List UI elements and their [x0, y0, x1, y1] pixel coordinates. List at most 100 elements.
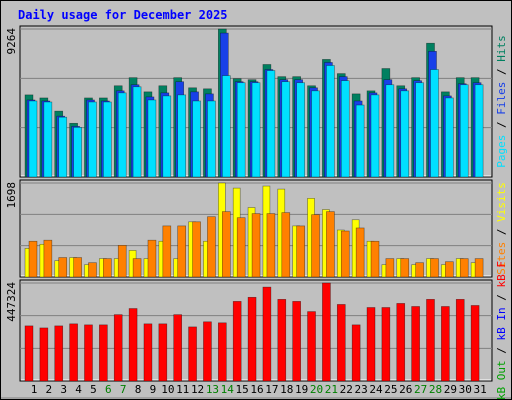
bar [232, 301, 242, 382]
bar [58, 116, 68, 178]
bar [218, 322, 227, 382]
bar [296, 225, 305, 278]
x-tick-label: 28 [429, 383, 442, 396]
bar [147, 99, 157, 178]
x-tick-label: 22 [340, 383, 353, 396]
bar [128, 308, 138, 382]
x-tick-label: 26 [399, 383, 412, 396]
x-tick-label: 18 [280, 383, 293, 396]
x-tick-label: 24 [369, 383, 383, 396]
bar [415, 82, 424, 178]
bar [207, 216, 216, 278]
legend-entry: kB F [495, 261, 508, 288]
bar [400, 258, 410, 278]
bar [28, 240, 38, 278]
legend-separator: / [495, 115, 508, 135]
bar [445, 261, 454, 278]
bar [251, 82, 261, 178]
bar [455, 299, 465, 382]
bar [177, 225, 186, 278]
x-tick-label: 2 [46, 383, 53, 396]
bar [355, 104, 365, 178]
bar [39, 327, 49, 382]
bar [192, 221, 201, 278]
x-tick-label: 29 [444, 383, 457, 396]
bar [430, 258, 439, 278]
bar [143, 323, 153, 382]
bar [54, 325, 64, 382]
x-tick-label: 31 [473, 383, 486, 396]
bar [222, 75, 231, 178]
bar [385, 84, 395, 178]
x-tick-label: 25 [384, 383, 397, 396]
x-tick-label: 27 [414, 383, 427, 396]
bar [251, 213, 261, 278]
x-tick-label: 9 [150, 383, 157, 396]
bar [247, 296, 257, 382]
bar [188, 326, 197, 382]
bar [73, 257, 82, 278]
bar [351, 324, 361, 382]
chart-title: Daily usage for December 2025 [18, 8, 228, 22]
bar [177, 94, 186, 178]
bar [262, 286, 272, 382]
bar [322, 282, 331, 382]
bar [411, 306, 420, 382]
bar [192, 100, 201, 178]
bar [69, 323, 78, 382]
bar [162, 225, 172, 278]
x-tick-label: 4 [75, 383, 82, 396]
bar [430, 69, 439, 178]
y-tick-label: 9264 [5, 28, 18, 55]
legend-entry: kB Out [495, 360, 508, 400]
bar [58, 257, 68, 278]
bar [207, 100, 216, 178]
legend-entry: Pages [495, 135, 508, 168]
bar [336, 304, 346, 382]
bar [73, 127, 82, 178]
bar [203, 321, 212, 382]
x-tick-label: 5 [90, 383, 97, 396]
bar [385, 258, 395, 278]
legend: Sites / Visits [495, 182, 508, 275]
bar [236, 217, 246, 278]
x-tick-label: 23 [355, 383, 368, 396]
bar [370, 240, 380, 278]
bar [445, 97, 454, 178]
bar [292, 301, 301, 382]
bar [132, 258, 142, 278]
bar [307, 311, 316, 382]
legend-entry: Hits [495, 35, 508, 62]
bar [158, 323, 168, 382]
bar [474, 258, 484, 278]
bar [236, 82, 246, 178]
legend-separator: / [495, 62, 508, 82]
legend-entry: kB In [495, 307, 508, 340]
bar [340, 230, 350, 278]
x-tick-label: 8 [135, 383, 142, 396]
bar [88, 262, 97, 278]
bar [277, 299, 287, 382]
x-tick-label: 12 [191, 383, 204, 396]
bar [266, 213, 276, 278]
bar [340, 80, 350, 178]
legend-separator: / [495, 222, 508, 242]
legend: Pages / Files / Hits [495, 35, 508, 168]
y-tick-label: 1698 [5, 182, 18, 209]
bar [326, 211, 335, 278]
x-tick-label: 15 [236, 383, 249, 396]
x-tick-label: 10 [161, 383, 174, 396]
bar [474, 84, 484, 178]
bar [103, 101, 112, 178]
bar [459, 258, 469, 278]
x-tick-label: 3 [60, 383, 67, 396]
bar [88, 101, 97, 178]
x-tick-label: 14 [221, 383, 235, 396]
bar [162, 95, 172, 178]
bar [470, 305, 480, 382]
bar [355, 227, 365, 278]
legend-entry: Visits [495, 182, 508, 222]
x-tick-label: 16 [250, 383, 263, 396]
x-tick-label: 7 [120, 383, 127, 396]
bar [366, 307, 376, 382]
